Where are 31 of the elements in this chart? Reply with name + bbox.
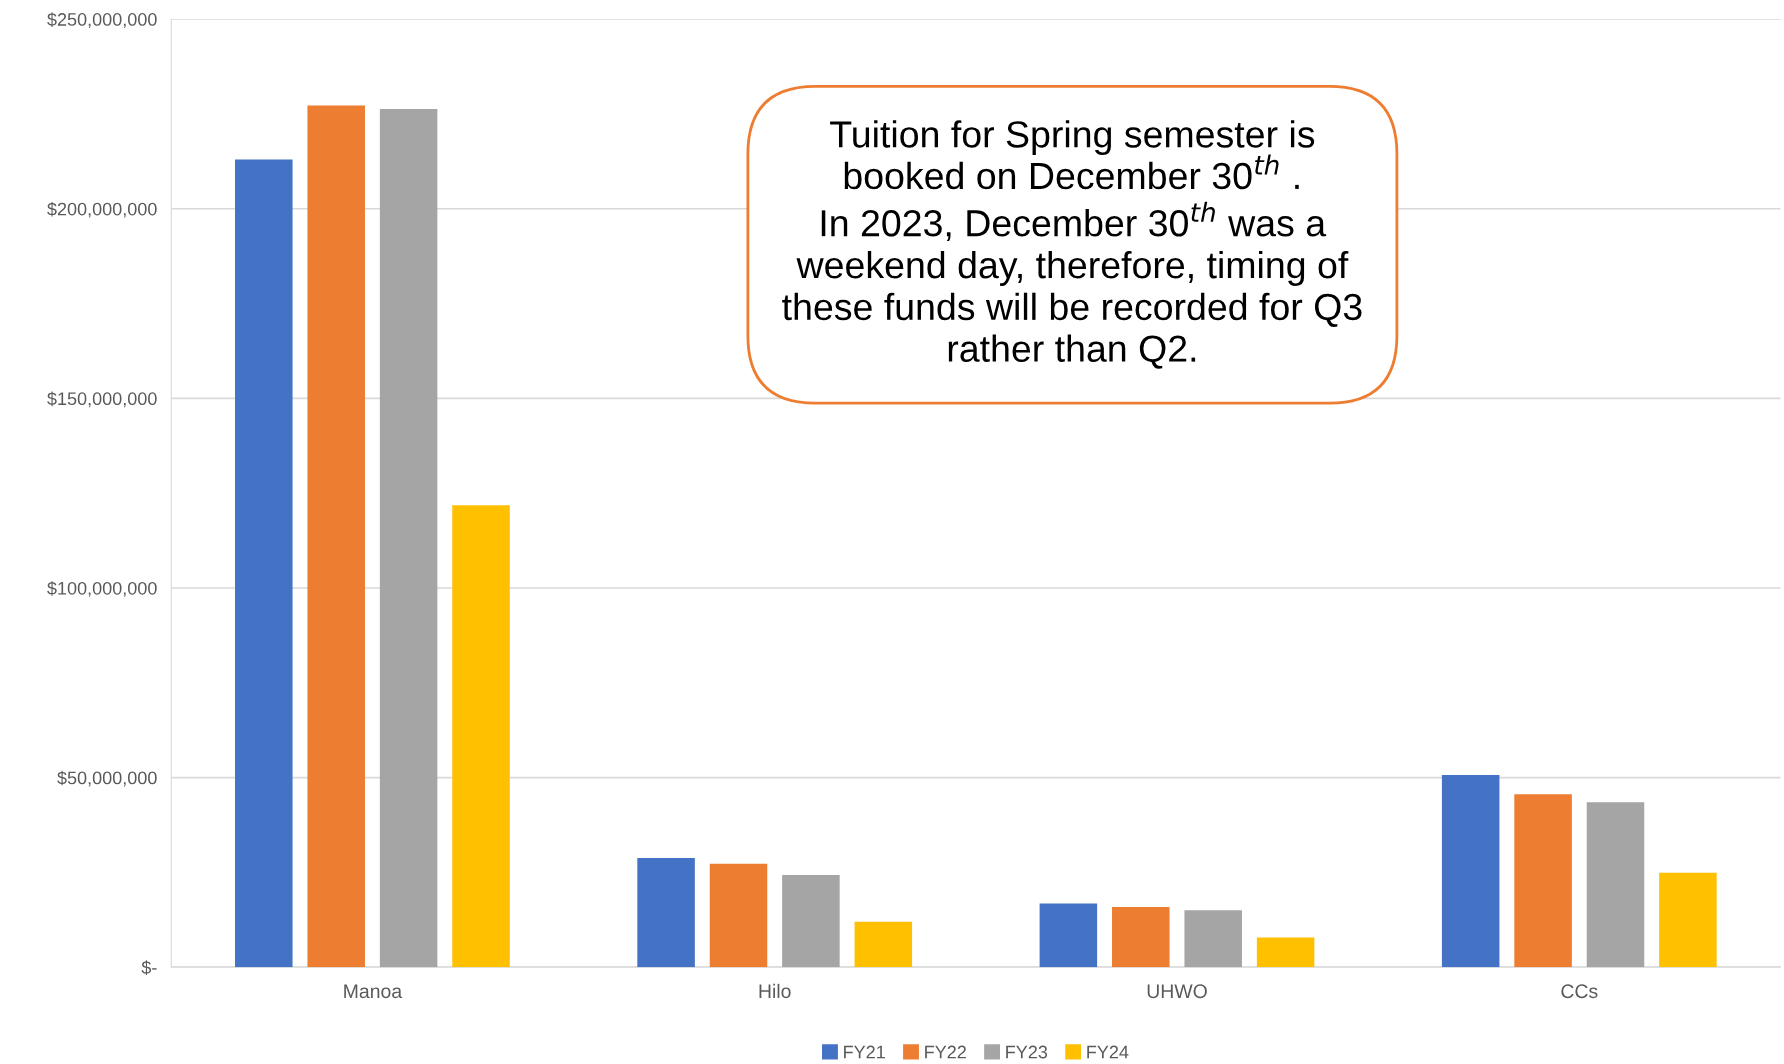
bar bbox=[1514, 794, 1572, 968]
y-tick-label: $50,000,000 bbox=[57, 770, 157, 787]
text: Tuition for Spring semester is booked on December 30$^{th}$ . In 2023, December 30$^{th}$ was a weekend day, therefore, timing of these funds will be recorded for Q3 rather than Q2. bbox=[782, 120, 1362, 369]
bar bbox=[854, 921, 913, 968]
x-tick-label: Manoa bbox=[344, 984, 403, 999]
y-tick-label: $100,000,000 bbox=[47, 581, 157, 597]
bar bbox=[1112, 906, 1170, 968]
bar bbox=[1659, 872, 1717, 968]
bar bbox=[307, 105, 365, 968]
y-tick-label: $250,000,000 bbox=[47, 12, 157, 28]
legend-label: FY23 bbox=[1006, 1045, 1048, 1059]
bar bbox=[1256, 937, 1315, 968]
bar bbox=[235, 159, 293, 968]
bar bbox=[1586, 802, 1645, 968]
bar bbox=[379, 109, 438, 968]
bar bbox=[637, 857, 695, 968]
legend-label: FY21 bbox=[844, 1045, 885, 1059]
bar bbox=[1441, 774, 1500, 968]
bar bbox=[1184, 910, 1242, 968]
x-tick-label: CCs bbox=[1561, 984, 1598, 999]
legend-label: FY24 bbox=[1087, 1045, 1129, 1059]
bar bbox=[709, 863, 768, 968]
y-tick-label: $150,000,000 bbox=[47, 391, 157, 408]
legend-label: FY22 bbox=[925, 1045, 966, 1059]
x-tick-label: UHWO bbox=[1147, 984, 1207, 999]
bar bbox=[452, 505, 510, 968]
bar bbox=[782, 875, 840, 968]
y-tick-label: $- bbox=[141, 960, 157, 975]
y-tick-label: $200,000,000 bbox=[47, 201, 157, 218]
x-tick-label: Hilo bbox=[759, 983, 791, 999]
bar bbox=[1039, 903, 1098, 968]
